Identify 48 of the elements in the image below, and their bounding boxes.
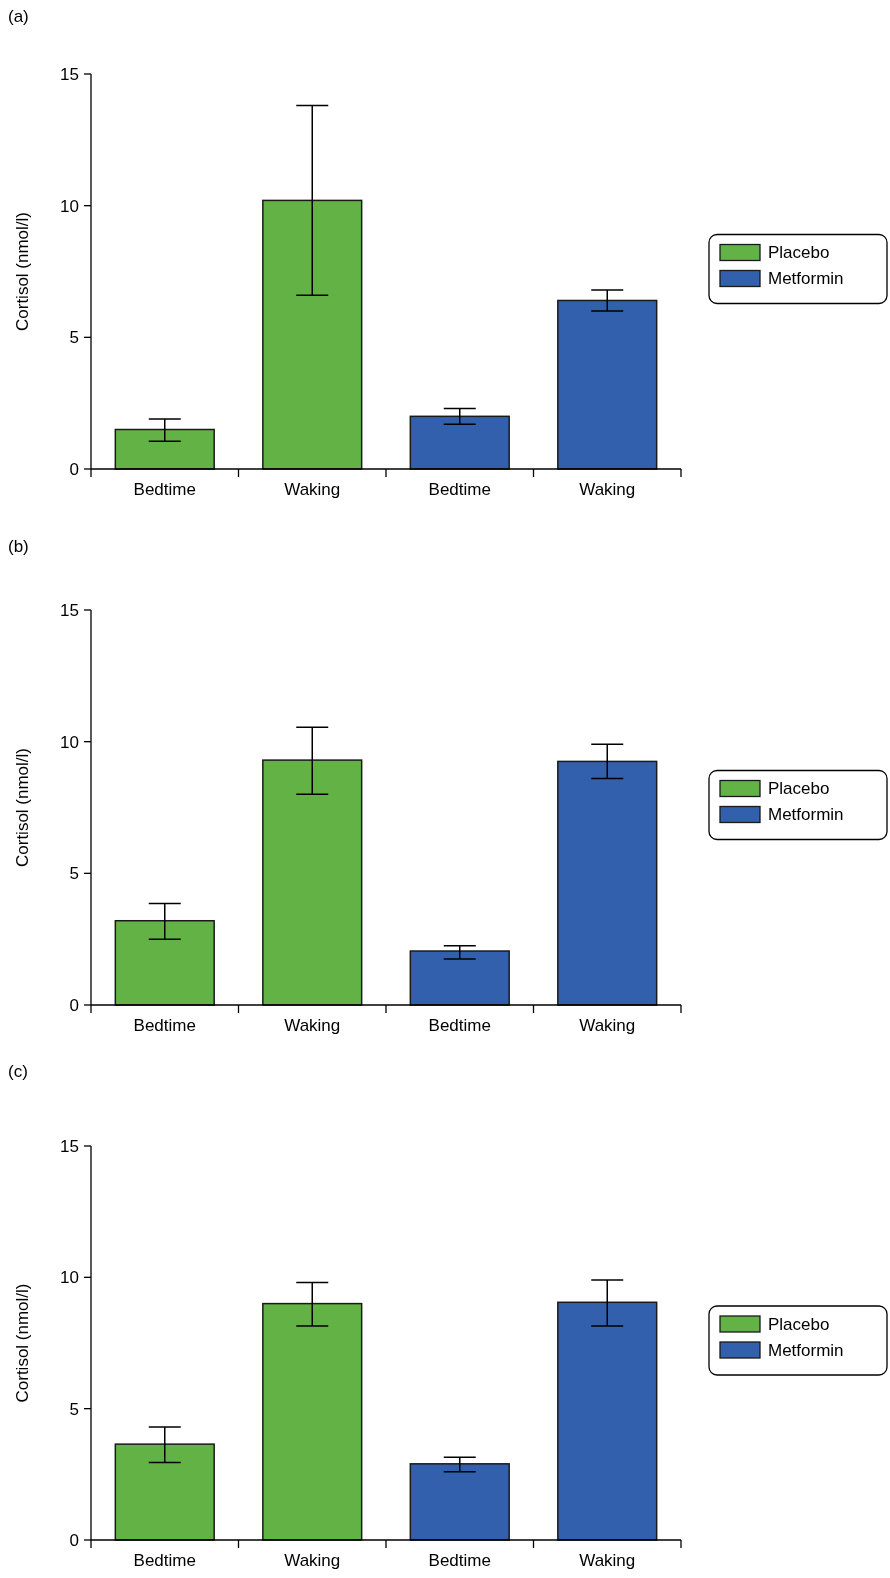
y-tick-label: 10 (60, 732, 79, 752)
bar (114, 428, 215, 470)
x-tick-label: Waking (284, 1016, 341, 1035)
bar (557, 1301, 658, 1541)
x-tick-label: Bedtime (133, 480, 196, 499)
y-tick-label: 0 (69, 459, 79, 479)
x-tick-label: Bedtime (133, 1551, 196, 1570)
bar (557, 760, 658, 1006)
x-tick-label: Waking (284, 480, 341, 499)
chart-title: (c) (8, 1062, 28, 1081)
x-tick-label: Waking (579, 480, 636, 499)
legend-label: Metformin (768, 805, 844, 825)
x-tick-label: Bedtime (133, 1016, 196, 1035)
y-tick-label: 0 (69, 995, 79, 1015)
x-tick-label: Waking (579, 1016, 636, 1035)
legend-label: Metformin (768, 269, 844, 289)
chart-title: (a) (8, 7, 29, 26)
y-tick-label: 5 (69, 1399, 79, 1419)
y-tick-label: 0 (69, 1530, 79, 1550)
y-tick-label: 15 (60, 600, 79, 620)
x-tick-label: Bedtime (428, 1016, 491, 1035)
bar (409, 415, 510, 470)
bar (262, 1302, 363, 1541)
x-tick-label: Waking (579, 1551, 636, 1570)
x-tick-label: Bedtime (428, 1551, 491, 1570)
legend-label: Placebo (768, 779, 830, 799)
bar (409, 1463, 510, 1541)
bar (557, 299, 658, 470)
y-axis-title: Cortisol (nmol/l) (13, 1283, 32, 1403)
legend-label: Placebo (768, 1314, 830, 1334)
bar (262, 759, 363, 1006)
bar (262, 199, 363, 470)
bar (114, 919, 215, 1006)
chart-title: (b) (8, 537, 29, 556)
legend-label: Placebo (768, 243, 830, 263)
x-tick-label: Bedtime (428, 480, 491, 499)
y-tick-label: 15 (60, 64, 79, 84)
y-axis-title: Cortisol (nmol/l) (13, 747, 32, 868)
legend-label: Metformin (768, 1340, 844, 1360)
x-tick-label: Waking (284, 1551, 341, 1570)
y-tick-label: 10 (60, 196, 79, 216)
y-axis-title: Cortisol (nmol/l) (13, 211, 32, 332)
y-tick-label: 15 (60, 1136, 79, 1156)
bar (114, 1443, 215, 1541)
y-tick-label: 5 (69, 328, 79, 348)
y-tick-label: 5 (69, 864, 79, 884)
y-tick-label: 10 (60, 1268, 79, 1288)
bar (409, 950, 510, 1006)
